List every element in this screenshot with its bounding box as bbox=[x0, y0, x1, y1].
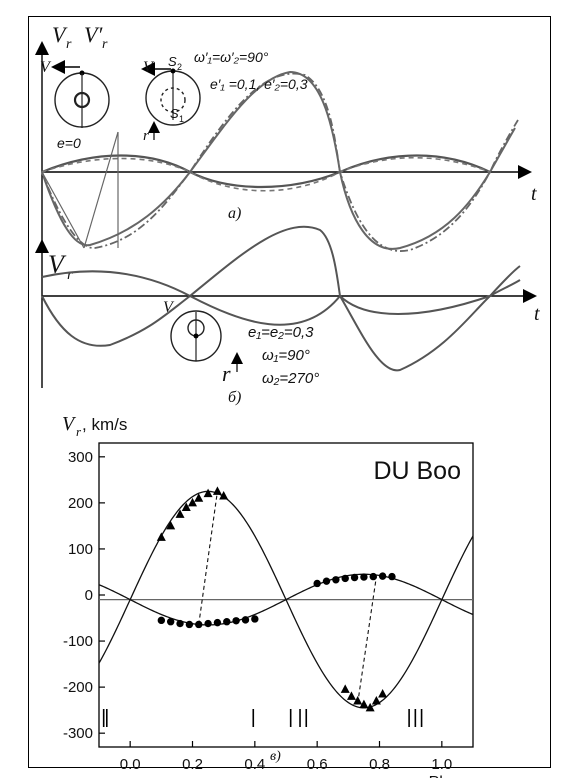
x-axis-label: Phase bbox=[429, 774, 474, 778]
tie-line-2 bbox=[357, 576, 377, 704]
circle-point bbox=[195, 620, 203, 629]
y-tick-label: 100 bbox=[68, 541, 93, 558]
circle-point bbox=[232, 617, 240, 625]
panel-a-e-label: e′₁ =0,1, e′₂=0,3 bbox=[210, 76, 308, 92]
x-tick-label: 0.6 bbox=[307, 756, 328, 773]
panel-c-marks: 300 200 100 0 -100 -200 -300 0.0 0.2 0.4 0.6 0.8 1.0… bbox=[63, 449, 474, 778]
model-curve-secondary bbox=[98, 573, 474, 626]
x-tick-label: 1.0 bbox=[431, 756, 452, 773]
orbit-inset-2-s2: S bbox=[168, 54, 177, 69]
panel-a-y-label-2: V′ bbox=[84, 22, 103, 47]
circle-point bbox=[185, 620, 194, 629]
circle-point bbox=[251, 615, 259, 623]
circle-point bbox=[322, 577, 331, 585]
triangle-point bbox=[156, 532, 166, 541]
orbit-inset-2-s2-sub: 2 bbox=[177, 62, 182, 72]
circle-point bbox=[332, 576, 340, 584]
circle-point bbox=[360, 573, 368, 581]
circle-point bbox=[213, 618, 222, 627]
panel-b-w2-label: ω₂=270° bbox=[262, 370, 319, 387]
panel-a-e01-curve bbox=[41, 157, 491, 192]
tie-line-1 bbox=[198, 491, 218, 625]
panel-c-plot-frame bbox=[98, 442, 474, 748]
panel-a-e0-label: e=0 bbox=[57, 135, 81, 151]
panel-a-y-sub-2: r bbox=[102, 37, 108, 52]
triangle-point bbox=[365, 702, 375, 712]
panel-b-w1-label: ω₁=90° bbox=[262, 347, 310, 364]
triangle-point bbox=[166, 520, 176, 530]
panel-a-y-label: V bbox=[52, 22, 68, 47]
panel-a-e03-solid-curve bbox=[41, 70, 516, 250]
panel-a-circular-curve bbox=[41, 154, 491, 189]
triangle-point bbox=[371, 695, 381, 705]
chart-title: DU Boo bbox=[373, 457, 461, 485]
triangle-point bbox=[346, 691, 356, 700]
orbit-inset-2-s1: S bbox=[170, 106, 179, 121]
y-tick-label: 200 bbox=[68, 495, 93, 512]
panel-a-diagonal-2 bbox=[83, 131, 119, 249]
x-tick-label: 0.2 bbox=[182, 756, 203, 773]
panel-c-caption: в) bbox=[270, 749, 281, 764]
x-tick-label: 0.8 bbox=[369, 756, 390, 773]
triangle-point bbox=[181, 502, 191, 511]
triangle-point bbox=[340, 684, 350, 693]
panel-b-caption: б) bbox=[228, 389, 241, 406]
triangle-point bbox=[203, 488, 213, 498]
circle-point bbox=[166, 618, 175, 626]
circle-point bbox=[204, 619, 212, 628]
orbit-inset-2-v-label: V bbox=[143, 59, 155, 76]
panel-b-curve-2 bbox=[41, 225, 521, 347]
triangle-point bbox=[212, 486, 222, 495]
triangle-point bbox=[175, 509, 185, 518]
panel-a-caption: а) bbox=[228, 205, 241, 222]
y-tick-label: -200 bbox=[63, 679, 93, 696]
orbit-inset-2-star bbox=[170, 68, 176, 74]
x-tick-label: 0.0 bbox=[120, 756, 141, 773]
circle-point bbox=[369, 572, 377, 581]
circle-point bbox=[223, 618, 231, 626]
panel-b-orbit-star bbox=[193, 333, 199, 339]
triangle-point bbox=[194, 493, 204, 502]
triangle-point bbox=[219, 490, 229, 500]
panel-a-t-label: t bbox=[531, 183, 537, 205]
panel-b-t-label: t bbox=[534, 303, 540, 325]
panel-b-r-label: r bbox=[222, 361, 231, 386]
orbit-inset-2-s1-sub: 1 bbox=[179, 114, 184, 124]
y-tick-label: -300 bbox=[63, 725, 93, 742]
circle-point bbox=[313, 579, 321, 588]
panel-a-omega-label: ω′₁=ω′₂=90° bbox=[194, 49, 269, 65]
circle-point bbox=[157, 616, 166, 625]
circle-point bbox=[341, 574, 349, 583]
circle-point bbox=[350, 573, 359, 582]
triangle-point bbox=[188, 497, 197, 507]
circle-point bbox=[241, 616, 250, 624]
panel-b-v-label: V bbox=[163, 299, 175, 316]
circle-point bbox=[378, 572, 387, 580]
panel-c-y-label-sub: r bbox=[76, 424, 82, 439]
y-tick-label: -100 bbox=[63, 633, 93, 650]
orbit-inset-v-label: V bbox=[40, 59, 52, 76]
panel-c-y-label-main: V bbox=[62, 413, 77, 435]
panel-b-y-label: V bbox=[48, 250, 67, 279]
y-tick-label: 0 bbox=[85, 587, 93, 604]
panel-a-e03-dashdot-curve bbox=[41, 72, 519, 252]
y-tick-label: 300 bbox=[68, 449, 93, 466]
panel-c-y-label-units: , km/s bbox=[82, 415, 127, 434]
triangle-point bbox=[359, 699, 369, 709]
panel-a-diagonal-1 bbox=[41, 171, 85, 249]
circle-point bbox=[388, 572, 396, 581]
panel-b-e-label: e₁=e₂=0,3 bbox=[248, 324, 314, 341]
panel-a-y-sub: r bbox=[66, 37, 72, 52]
circle-point bbox=[176, 619, 184, 628]
triangle-point bbox=[353, 695, 363, 705]
panel-a-r-label: r bbox=[143, 128, 149, 144]
x-tick-label: 0.4 bbox=[244, 756, 265, 773]
panel-b-y-sub: r bbox=[67, 267, 73, 283]
triangle-point bbox=[378, 689, 388, 698]
